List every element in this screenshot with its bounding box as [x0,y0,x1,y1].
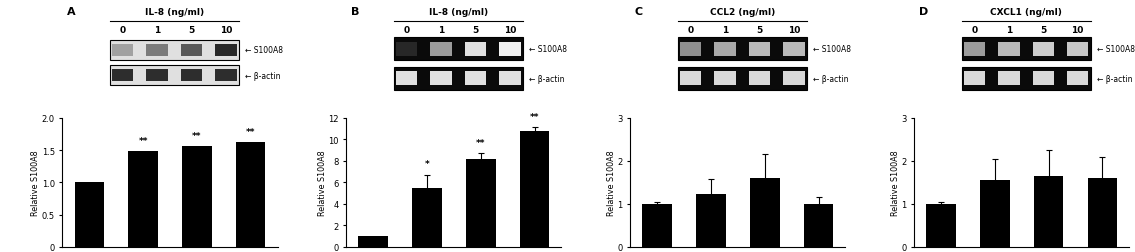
FancyBboxPatch shape [464,72,486,86]
Text: 10: 10 [220,26,232,35]
Bar [981,180,1010,247]
FancyBboxPatch shape [396,72,418,86]
FancyBboxPatch shape [396,42,418,57]
FancyBboxPatch shape [964,72,985,86]
FancyBboxPatch shape [146,70,168,82]
Bar [1034,176,1063,247]
Text: 10: 10 [788,26,800,35]
Text: ← S100A8: ← S100A8 [1098,45,1135,54]
Text: 10: 10 [1071,26,1084,35]
Text: C: C [634,7,642,17]
Text: 5: 5 [1040,26,1046,35]
Text: A: A [67,7,75,17]
Y-axis label: Relative S100A8: Relative S100A8 [32,150,40,215]
Text: CXCL1 (ng/ml): CXCL1 (ng/ml) [990,8,1062,17]
FancyBboxPatch shape [499,42,521,57]
Text: 5: 5 [756,26,763,35]
Text: 0: 0 [119,26,126,35]
FancyBboxPatch shape [180,70,202,82]
Bar [804,204,833,247]
Bar [236,143,266,247]
FancyBboxPatch shape [112,45,134,57]
Text: ← S100A8: ← S100A8 [813,45,851,54]
Bar [1087,178,1117,247]
Text: IL-8 (ng/ml): IL-8 (ng/ml) [145,8,204,17]
Text: 1: 1 [154,26,160,35]
Text: B: B [351,7,359,17]
FancyBboxPatch shape [1033,42,1054,57]
FancyBboxPatch shape [430,72,452,86]
Text: ← β-actin: ← β-actin [813,74,849,83]
FancyBboxPatch shape [714,42,735,57]
Text: *: * [424,160,429,169]
Text: **: ** [138,136,148,145]
FancyBboxPatch shape [394,67,523,90]
FancyBboxPatch shape [216,70,237,82]
FancyBboxPatch shape [680,42,701,57]
FancyBboxPatch shape [1067,42,1088,57]
FancyBboxPatch shape [783,72,805,86]
FancyBboxPatch shape [678,67,807,90]
Text: **: ** [246,127,255,136]
FancyBboxPatch shape [464,42,486,57]
Text: 0: 0 [972,26,977,35]
Bar [696,195,725,247]
Text: ← β-actin: ← β-actin [1098,74,1133,83]
Text: ← β-actin: ← β-actin [245,71,280,80]
FancyBboxPatch shape [430,42,452,57]
Bar [750,178,780,247]
Text: 5: 5 [188,26,194,35]
FancyBboxPatch shape [749,42,771,57]
Y-axis label: Relative S100A8: Relative S100A8 [318,150,327,215]
FancyBboxPatch shape [1067,72,1088,86]
Text: 0: 0 [688,26,693,35]
Bar [520,131,549,247]
Text: 5: 5 [472,26,479,35]
FancyBboxPatch shape [961,67,1091,90]
FancyBboxPatch shape [680,72,701,86]
FancyBboxPatch shape [783,42,805,57]
Text: 0: 0 [404,26,410,35]
Y-axis label: Relative S100A8: Relative S100A8 [607,150,616,215]
FancyBboxPatch shape [678,38,807,61]
Bar [182,147,211,247]
Bar [128,152,158,247]
Text: ← S100A8: ← S100A8 [529,45,568,54]
Bar [642,204,672,247]
FancyBboxPatch shape [112,70,134,82]
FancyBboxPatch shape [146,45,168,57]
Text: ← β-actin: ← β-actin [529,74,565,83]
Bar [412,188,442,247]
Text: IL-8 (ng/ml): IL-8 (ng/ml) [429,8,488,17]
Text: ← S100A8: ← S100A8 [245,46,284,55]
FancyBboxPatch shape [180,45,202,57]
Text: **: ** [476,138,486,147]
FancyBboxPatch shape [964,42,985,57]
FancyBboxPatch shape [749,72,771,86]
Text: **: ** [192,131,202,140]
FancyBboxPatch shape [714,72,735,86]
Text: 1: 1 [438,26,444,35]
FancyBboxPatch shape [216,45,237,57]
FancyBboxPatch shape [110,65,238,86]
Text: 1: 1 [722,26,728,35]
Bar [466,159,496,247]
FancyBboxPatch shape [394,38,523,61]
FancyBboxPatch shape [110,40,238,61]
FancyBboxPatch shape [998,72,1019,86]
Bar [359,236,388,247]
FancyBboxPatch shape [1033,72,1054,86]
Text: CCL2 (ng/ml): CCL2 (ng/ml) [709,8,775,17]
FancyBboxPatch shape [499,72,521,86]
FancyBboxPatch shape [961,38,1091,61]
Bar [926,204,956,247]
Bar [75,183,104,247]
Text: 1: 1 [1006,26,1012,35]
Y-axis label: Relative S100A8: Relative S100A8 [891,150,900,215]
FancyBboxPatch shape [998,42,1019,57]
Text: **: ** [530,113,539,121]
Text: D: D [918,7,927,17]
Text: 10: 10 [504,26,516,35]
